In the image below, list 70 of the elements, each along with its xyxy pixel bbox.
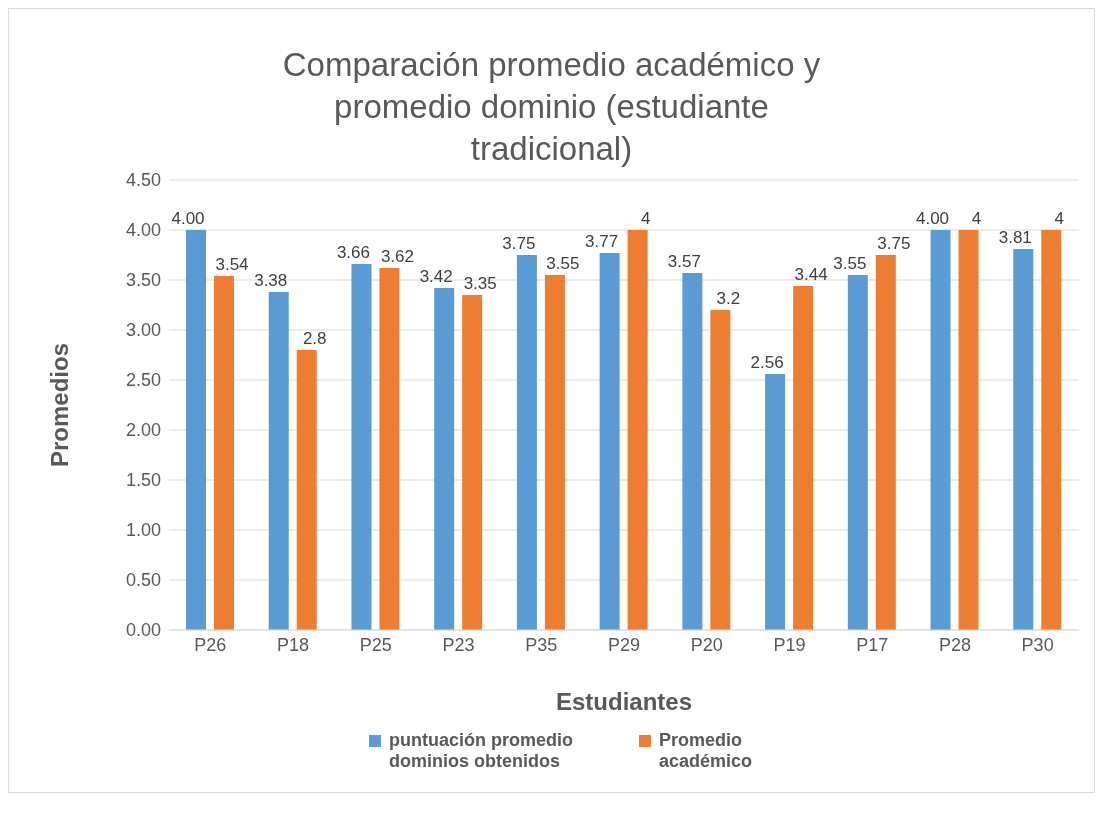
data-label: 3.55 [833,254,867,273]
bar [710,310,731,630]
bar [847,275,868,630]
y-tick-label: 1.00 [125,520,161,541]
y-tick-label: 3.00 [125,320,161,341]
data-label: 3.57 [667,252,701,271]
bar [462,295,483,630]
bar [958,230,979,630]
x-tick-label: P18 [277,634,310,655]
bar [765,374,786,630]
x-tick-label: P30 [1021,634,1054,655]
bar [268,292,289,630]
x-tick-label: P25 [359,634,392,655]
bar [599,253,620,630]
bar [1013,249,1034,630]
y-tick-label: 4.50 [125,170,161,191]
y-tick-label: 2.00 [125,420,161,441]
x-tick-label: P20 [690,634,723,655]
legend-label: Promedio académico [659,730,754,772]
y-tick-label: 2.50 [125,370,161,391]
data-label: 4 [1054,209,1065,228]
bar [1041,230,1062,630]
y-tick-label: 1.50 [125,470,161,491]
data-label: 3.35 [463,274,497,293]
y-tick-label: 4.00 [125,220,161,241]
x-tick-label: P17 [856,634,889,655]
y-tick-label: 0.50 [125,570,161,591]
bar [296,350,317,630]
data-label: 3.38 [254,271,288,290]
data-label: 3.77 [585,232,619,251]
data-label: 3.55 [546,254,580,273]
data-label: 3.2 [716,289,741,308]
bar [214,276,234,630]
x-tick-label: P23 [442,634,475,655]
bar [434,288,455,630]
chart-title: Comparación promedio académico y promedio dominio (estudiante tradicional) [281,45,822,169]
y-tick-label: 3.50 [125,270,161,291]
x-tick-label: P35 [525,634,558,655]
x-tick-label: P29 [607,634,641,655]
bar [793,286,814,630]
bar [930,230,951,630]
data-label: 3.62 [380,247,414,266]
bar [875,255,896,630]
bar [682,273,703,630]
data-label: 3.75 [502,234,536,253]
data-label: 3.44 [794,265,828,284]
bar [627,230,648,630]
data-label: 2.8 [302,329,327,348]
y-tick-label: 0.00 [125,620,161,641]
data-label: 4.00 [171,209,205,228]
legend-label: puntuación promedio dominios obtenidos [389,730,574,772]
y-axis-title: Promedios [45,342,73,468]
bar [516,255,537,630]
data-label: 3.54 [215,255,249,274]
x-tick-label: P26 [194,634,227,655]
data-label: 3.42 [419,267,453,286]
x-tick-label: P19 [773,634,806,655]
bar [186,230,206,630]
data-label: 2.56 [750,353,784,372]
data-label: 4.00 [916,209,950,228]
bar [544,275,565,630]
x-tick-label: P28 [938,634,971,655]
data-label: 3.81 [998,228,1032,247]
data-label: 4 [971,209,982,228]
x-axis-title: Estudiantes [555,688,693,715]
bar [379,268,400,630]
data-label: 3.75 [877,234,911,253]
data-label: 4 [640,209,651,228]
bar [351,264,372,630]
data-label: 3.66 [336,243,370,262]
